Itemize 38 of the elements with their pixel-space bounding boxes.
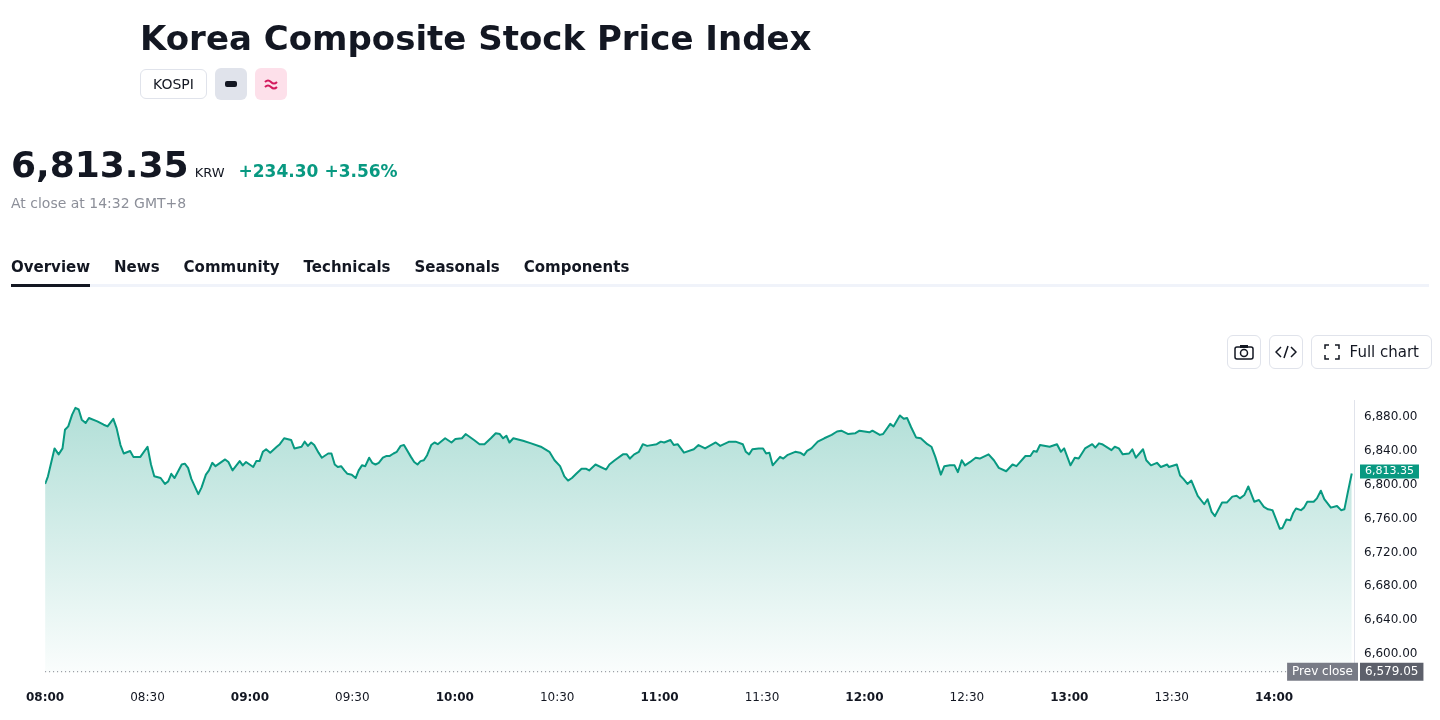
- text: Technicals: [303, 258, 391, 278]
- y-tick-label: 6,680.00: [1364, 578, 1418, 593]
- text: Community: [183, 258, 280, 278]
- x-tick-label: 10:00: [435, 689, 474, 704]
- chart-subtitle: KOSPI: [140, 69, 207, 99]
- text: +3.56%: [324, 161, 398, 181]
- text: Seasonals: [414, 258, 500, 278]
- text: News: [114, 258, 160, 278]
- x-tick-label: 11:30: [744, 689, 780, 704]
- x-tick-label: 13:30: [1154, 689, 1189, 704]
- x-tick-label: 11:00: [640, 689, 679, 704]
- x-tick-label: 12:00: [845, 689, 884, 704]
- annotation: 6,813.35: [1365, 464, 1414, 478]
- x-tick-label: 13:00: [1050, 689, 1089, 704]
- y-tick-label: 6,600.00: [1364, 646, 1418, 661]
- text: 6,813.35: [11, 144, 189, 185]
- x-tick-label: 14:00: [1255, 689, 1294, 704]
- text: At close at 14:32 GMT+8: [11, 195, 187, 211]
- x-tick-label: 10:30: [539, 689, 575, 704]
- y-tick-label: 6,880.00: [1364, 409, 1418, 424]
- chart-title: Korea Composite Stock Price Index: [140, 18, 812, 58]
- y-tick-label: 6,720.00: [1364, 544, 1418, 559]
- y-tick-label: 6,760.00: [1364, 510, 1418, 525]
- ref-line-label: Prev close: [1292, 663, 1353, 678]
- text: KRW: [194, 165, 225, 180]
- text: Components: [523, 258, 630, 278]
- text: 6,579.05: [1365, 663, 1419, 678]
- x-tick-label: 08:00: [26, 689, 65, 704]
- y-tick-label: 6,640.00: [1364, 612, 1418, 627]
- text: +234.30: [238, 161, 319, 181]
- y-tick-label: 6,800.00: [1364, 476, 1418, 491]
- text: Full chart: [1349, 343, 1419, 361]
- x-tick-label: 08:30: [130, 689, 165, 704]
- x-tick-label: 09:30: [335, 689, 370, 704]
- text: Overview: [11, 258, 91, 287]
- x-tick-label: 09:00: [230, 689, 270, 704]
- x-tick-label: 12:30: [949, 689, 985, 704]
- y-tick-label: 6,840.00: [1364, 443, 1418, 458]
